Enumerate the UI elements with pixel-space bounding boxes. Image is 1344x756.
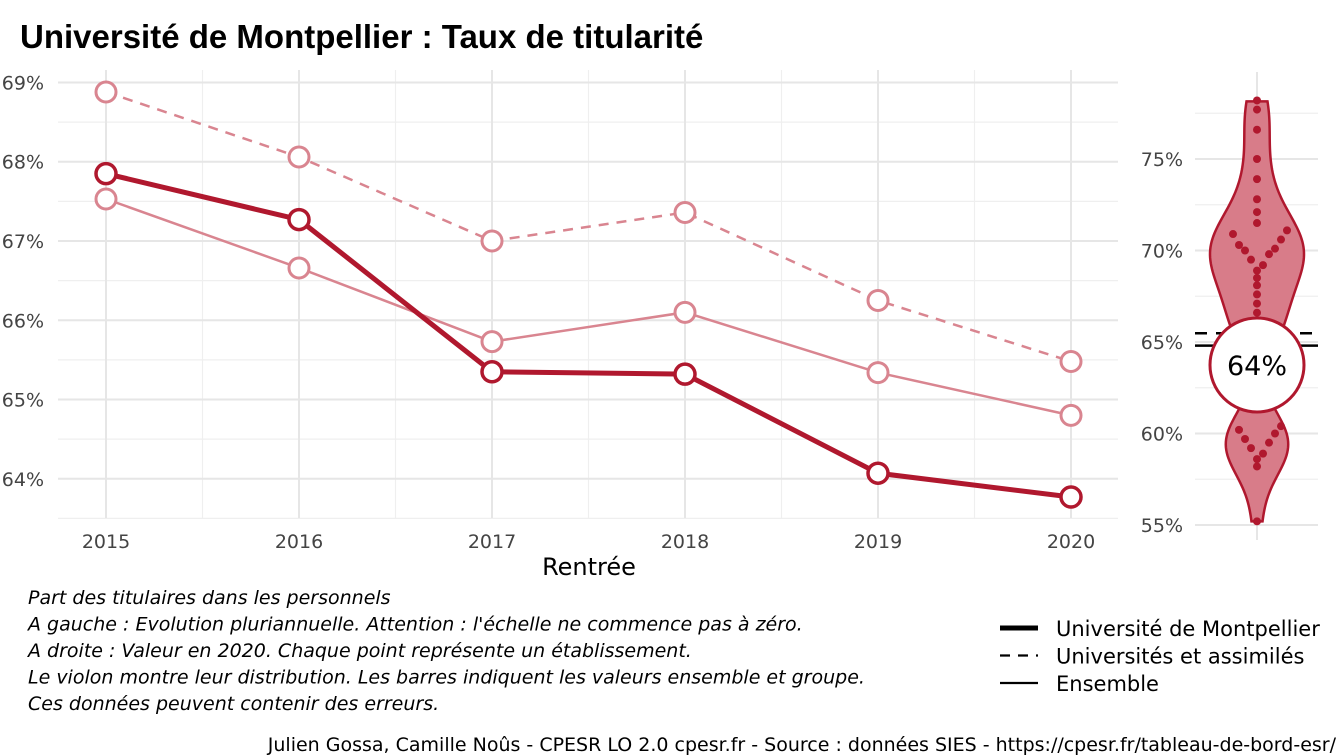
x-axis-title: Rentrée: [542, 553, 636, 581]
violin-point: [1271, 244, 1279, 253]
caption-line: Part des titulaires dans les personnels: [28, 587, 391, 609]
series-line-solid-thick: [105, 171, 1072, 500]
violin-point: [1241, 246, 1249, 255]
violin-y-tick-labels: 55% 60% 65% 70% 75%: [1141, 149, 1183, 537]
violin-point: [1229, 230, 1237, 239]
series-line-dashed: [105, 90, 1072, 363]
series-point-dashed: [94, 80, 118, 104]
violin-point: [1253, 105, 1261, 114]
series-point-solid-thin: [673, 300, 697, 324]
series-point-solid-thin: [1059, 403, 1083, 427]
violin-point: [1265, 438, 1273, 447]
violin-point: [1259, 261, 1267, 270]
series-point-dashed: [866, 288, 890, 312]
violin-y-tick-label: 65%: [1141, 332, 1183, 354]
violin-point: [1247, 255, 1255, 264]
chart-title: Université de Montpellier : Taux de titu…: [20, 18, 703, 55]
legend-label: Ensemble: [1056, 672, 1159, 696]
y-tick-label: 68%: [2, 152, 44, 174]
series-point-solid-thin: [94, 187, 118, 211]
series-point-dashed: [287, 145, 311, 169]
x-tick-label: 2018: [661, 531, 709, 553]
x-tick-label: 2019: [854, 531, 902, 553]
series-point-solid-thin: [287, 256, 311, 280]
violin-point: [1235, 425, 1243, 434]
y-tick-label: 65%: [2, 390, 44, 412]
violin-point: [1253, 195, 1261, 204]
legend-label: Universités et assimilés: [1056, 645, 1304, 669]
y-tick-label: 64%: [2, 469, 44, 491]
violin-point: [1277, 235, 1285, 244]
series-point-solid-thick: [866, 461, 890, 485]
violin-point: [1283, 226, 1291, 235]
violin-body: 64%: [1195, 96, 1318, 526]
line-chart-y-tick-labels: 64% 65% 66% 67% 68% 69%: [2, 72, 44, 490]
legend: Université de Montpellier Universités et …: [1000, 617, 1320, 696]
series-point-dashed: [1059, 349, 1083, 373]
x-tick-label: 2016: [275, 531, 323, 553]
caption-line: Le violon montre leur distribution. Les …: [28, 667, 865, 689]
violin-value-bubble: [1208, 316, 1306, 414]
series-point-solid-thick: [673, 362, 697, 386]
violin-point: [1253, 281, 1261, 290]
caption-line: Ces données peuvent contenir des erreurs…: [28, 693, 439, 715]
line-chart-series: [94, 80, 1083, 509]
series-point-solid-thin: [866, 361, 890, 385]
credit-line: Julien Gossa, Camille Noûs - CPESR LO 2.…: [267, 734, 1337, 756]
violin-point: [1253, 125, 1261, 134]
violin-point: [1265, 250, 1273, 259]
caption-line: A gauche : Evolution pluriannuelle. Atte…: [26, 614, 803, 636]
line-chart-x-tick-labels: 2015 2016 2017 2018 2019 2020: [82, 531, 1095, 553]
violin-point: [1253, 308, 1261, 317]
x-tick-label: 2020: [1047, 531, 1095, 553]
violin-point: [1253, 208, 1261, 217]
series-point-solid-thick: [480, 360, 504, 384]
series-point-dashed: [673, 200, 697, 224]
violin-point: [1253, 219, 1261, 228]
violin-point: [1235, 241, 1243, 250]
caption: Part des titulaires dans les personnels A…: [26, 587, 865, 715]
violin-y-tick-label: 75%: [1141, 149, 1183, 171]
violin-point: [1253, 266, 1261, 275]
series-point-solid-thin: [480, 330, 504, 354]
violin-y-tick-label: 60%: [1141, 424, 1183, 446]
violin-point: [1253, 175, 1261, 184]
violin-point: [1253, 462, 1261, 471]
violin-point: [1253, 96, 1261, 105]
violin-point: [1259, 449, 1267, 458]
violin-value-label: 64%: [1227, 351, 1287, 382]
line-chart-grid: [58, 70, 1118, 519]
series-line-solid-thin: [105, 197, 1072, 417]
violin-point: [1271, 429, 1279, 438]
violin-point: [1247, 444, 1255, 453]
legend-label: Université de Montpellier: [1056, 617, 1320, 641]
x-tick-label: 2017: [468, 531, 516, 553]
series-point-dashed: [480, 229, 504, 253]
violin-y-tick-label: 70%: [1141, 241, 1183, 263]
y-tick-label: 67%: [2, 231, 44, 253]
violin-point: [1253, 455, 1261, 464]
violin-point: [1253, 299, 1261, 308]
y-tick-label: 66%: [2, 310, 44, 332]
series-point-solid-thick: [94, 161, 118, 186]
violin-y-tick-label: 55%: [1141, 515, 1183, 537]
violin-point: [1253, 517, 1261, 526]
y-tick-label: 69%: [2, 72, 44, 94]
violin-point: [1241, 434, 1249, 443]
x-tick-label: 2015: [82, 531, 130, 553]
violin-point: [1277, 422, 1285, 431]
violin-point: [1253, 273, 1261, 282]
violin-point: [1253, 155, 1261, 163]
series-point-solid-thick: [1059, 485, 1083, 509]
violin-point: [1253, 290, 1261, 299]
series-point-solid-thick: [287, 207, 311, 232]
caption-line: A droite : Valeur en 2020. Chaque point …: [26, 640, 692, 662]
